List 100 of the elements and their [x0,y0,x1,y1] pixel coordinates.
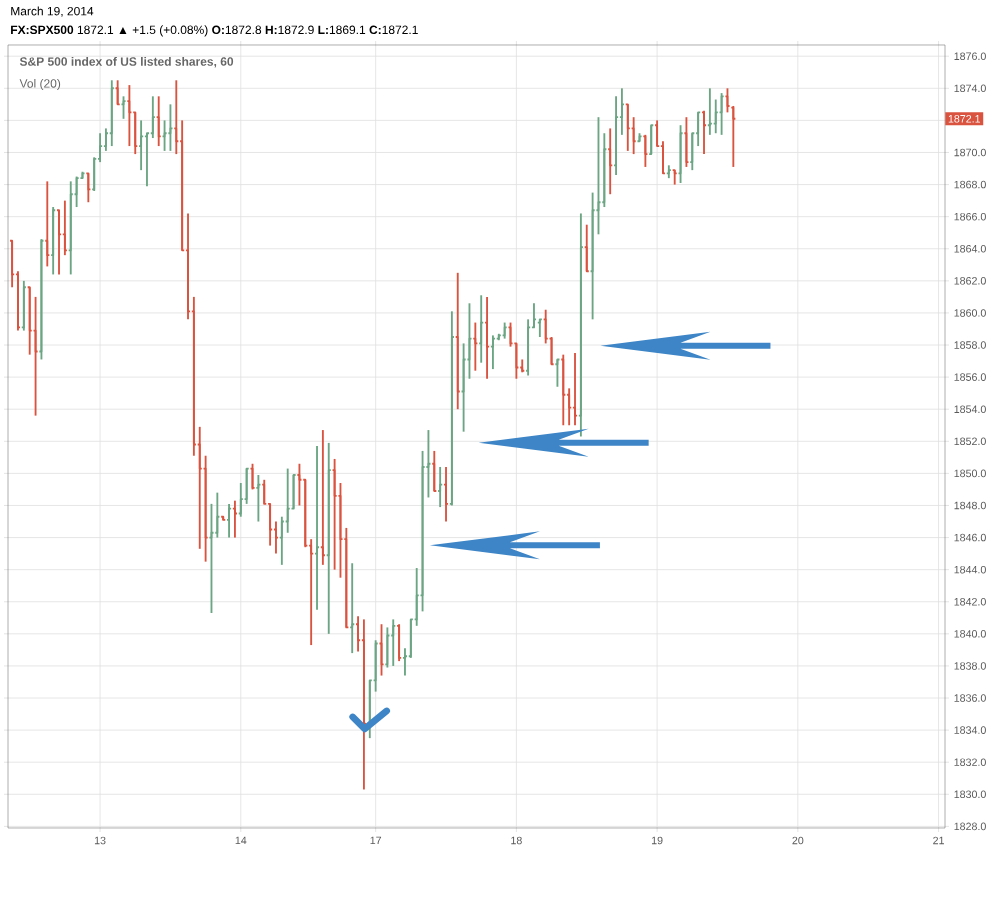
candlestick [26,286,33,356]
candlestick [378,623,385,677]
candlestick [472,321,479,372]
candlestick [454,271,461,411]
candlestick [249,462,256,491]
candlestick [572,352,579,427]
candlestick [712,98,719,135]
candlestick [38,238,45,361]
y-tick-label: 1846.0 [954,533,986,542]
candlestick [126,84,133,148]
candlestick [419,449,426,613]
x-tick-label: 14 [235,836,247,845]
candlestick [67,180,74,276]
candlestick [349,562,356,655]
y-tick-label: 1862.0 [954,277,986,285]
y-tick-label: 1834.0 [954,726,986,734]
candlestick [360,618,367,791]
y-tick-label: 1866.0 [954,212,986,221]
candlestick [9,239,16,289]
candlestick [290,474,297,510]
annotation: 1872.1 [948,115,981,123]
y-tick-label: 1864.0 [954,244,986,253]
candlestick [102,127,109,152]
annotation: Vol (20) [19,78,61,91]
candlestick [530,302,537,329]
candlestick [431,449,438,492]
candlestick [630,116,637,156]
annotation: S&P 500 index of US listed shares, 60 [19,56,234,68]
candlestick [267,502,274,547]
candlestick [20,279,27,332]
candlestick [642,133,649,168]
candlestick [695,111,702,148]
x-tick-label: 13 [94,836,106,845]
candlestick [302,478,309,549]
candlestick [196,425,203,550]
y-tick-label: 1832.0 [954,758,986,766]
candlestick [325,441,332,635]
y-tick-label: 1844.0 [954,565,986,574]
candlestick [120,95,127,120]
y-tick-label: 1874.0 [954,84,986,93]
y-tick-label: 1848.0 [954,501,986,510]
candlestick [525,318,532,377]
x-tick-label: 18 [511,836,522,845]
x-tick-label: 20 [792,836,804,845]
candlestick [560,353,567,427]
candlestick [138,119,145,172]
candlestick [226,502,233,539]
candlestick [613,95,620,176]
y-tick-label: 1828.0 [954,822,986,831]
candlestick [718,92,725,136]
candlestick [583,223,590,273]
candlestick [624,103,631,152]
candlestick [730,105,737,168]
candlestick [659,140,666,175]
y-tick-label: 1838.0 [954,662,986,670]
y-tick-label: 1860.0 [954,309,986,317]
candlestick [372,639,379,693]
candlestick [97,132,104,164]
candlestick [654,119,661,148]
candlestick [314,445,321,611]
candlestick [155,95,162,148]
candlestick [284,467,291,534]
y-tick-label: 1876.0 [954,52,986,60]
candlestick [542,308,549,345]
candlestick [278,515,285,566]
candlestick [701,109,707,156]
candlestick [366,679,373,740]
y-tick-label: 1840.0 [954,630,986,638]
y-tick-label: 1852.0 [954,437,986,446]
candlestick [61,199,68,257]
y-tick-label: 1836.0 [954,694,986,702]
candlestick [296,462,303,507]
candlestick [272,520,279,555]
candlestick [202,454,209,563]
candlestick [437,466,444,509]
candlestick [396,623,403,663]
x-tick-label: 17 [370,836,382,845]
candlestick [91,156,98,192]
candlestick [683,116,690,168]
candlestick [261,478,268,505]
candlestick [32,295,39,417]
candlestick [50,206,57,276]
y-tick-label: 1868.0 [954,180,986,189]
candlestick [484,295,491,380]
candlestick [390,618,397,667]
candlestick [443,466,450,523]
candlestick [255,474,262,523]
candlestick [618,87,625,136]
candlestick [308,538,315,647]
candlestick [689,132,696,172]
candlestick [407,618,414,659]
y-tick-label: 1842.0 [954,597,986,606]
y-tick-label: 1850.0 [954,469,986,478]
x-tick-label: 19 [651,836,663,845]
y-tick-label: 1856.0 [954,373,986,381]
candlestick [566,387,573,427]
candlestick [648,124,655,156]
candlestick [677,124,684,184]
y-tick-label: 1870.0 [954,148,986,157]
candlestick [448,310,455,507]
